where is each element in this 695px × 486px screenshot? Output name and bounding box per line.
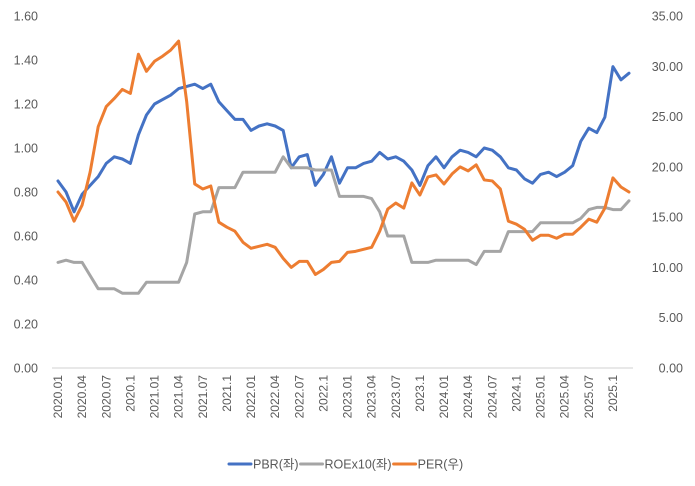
y-right-tick-label: 35.00 xyxy=(652,10,683,24)
legend-label: PER(우) xyxy=(418,458,464,472)
series-line xyxy=(56,155,631,295)
y-left-tick-label: 1.60 xyxy=(14,10,38,24)
y-right-tick-label: 25.00 xyxy=(652,110,683,124)
x-tick-label: 2023.07 xyxy=(389,375,403,419)
x-tick-label: 2024.07 xyxy=(485,375,499,419)
x-tick-label: 2023.04 xyxy=(365,375,379,419)
legend: PBR(좌) ROEx10(좌) PER(우) xyxy=(227,458,464,472)
x-tick-label: 2021.01 xyxy=(148,375,162,419)
x-tick-label: 2025.07 xyxy=(582,375,596,419)
x-tick-label: 2020.04 xyxy=(75,375,89,419)
y-left-axis: 0.00 0.20 0.40 0.60 0.80 1.00 1.20 1.40 1.60 xyxy=(14,10,38,376)
y-left-tick-label: 1.00 xyxy=(14,142,38,156)
y-right-tick-label: 0.00 xyxy=(659,362,683,376)
x-tick-label: 2022.01 xyxy=(244,375,258,419)
y-left-tick-label: 0.80 xyxy=(14,186,38,200)
legend-label: PBR(좌) xyxy=(253,458,299,472)
legend-label: ROEx10(좌) xyxy=(325,458,392,472)
y-left-tick-label: 0.20 xyxy=(14,318,38,332)
x-tick-label: 2025.01 xyxy=(534,375,548,419)
series-line xyxy=(56,39,631,276)
x-tick-label: 2021.04 xyxy=(172,375,186,419)
x-tick-label: 2020.07 xyxy=(99,375,113,419)
y-right-axis: 0.00 5.00 10.00 15.00 20.00 25.00 30.00 35.00 xyxy=(652,10,683,376)
x-tick-label: 2024.04 xyxy=(461,375,475,419)
x-tick-label: 2023.1 xyxy=(413,375,427,412)
x-tick-label: 2025.04 xyxy=(558,375,572,419)
x-tick-label: 2022.1 xyxy=(316,375,330,412)
series-line xyxy=(56,65,631,214)
y-right-tick-label: 20.00 xyxy=(652,160,683,174)
y-right-tick-label: 10.00 xyxy=(652,261,683,275)
x-axis: 2020.01 2020.04 2020.07 2020.1 2021.01 2021.0… xyxy=(51,375,620,419)
x-tick-label: 2021.1 xyxy=(220,375,234,412)
x-tick-label: 2024.01 xyxy=(437,375,451,419)
y-left-tick-label: 0.40 xyxy=(14,274,38,288)
x-tick-label: 2024.1 xyxy=(509,375,523,412)
x-tick-label: 2022.04 xyxy=(268,375,282,419)
x-tick-label: 2021.07 xyxy=(196,375,210,419)
x-tick-label: 2025.1 xyxy=(606,375,620,412)
x-tick-label: 2022.07 xyxy=(292,375,306,419)
y-right-tick-label: 5.00 xyxy=(659,311,683,325)
x-tick-label: 2023.01 xyxy=(341,375,355,419)
series-lines xyxy=(56,39,631,295)
x-tick-label: 2020.1 xyxy=(123,375,137,412)
x-tick-label: 2020.01 xyxy=(51,375,65,419)
y-right-tick-label: 15.00 xyxy=(652,211,683,225)
y-left-tick-label: 0.00 xyxy=(14,362,38,376)
y-left-tick-label: 1.20 xyxy=(14,98,38,112)
y-right-tick-label: 30.00 xyxy=(652,60,683,74)
y-left-tick-label: 0.60 xyxy=(14,230,38,244)
y-left-tick-label: 1.40 xyxy=(14,54,38,68)
